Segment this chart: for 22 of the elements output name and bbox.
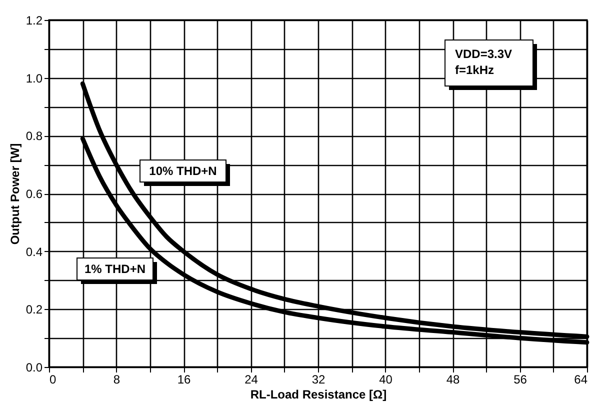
x-tick-label: 56 xyxy=(514,372,528,386)
y-tick-label: 1.2 xyxy=(26,14,43,28)
x-tick-label: 24 xyxy=(244,372,258,386)
series-label: 1% THD+N xyxy=(84,262,146,276)
x-tick-label: 32 xyxy=(312,372,326,386)
y-axis-title: Output Power [W] xyxy=(8,143,22,245)
y-tick-label: 0.0 xyxy=(26,360,43,374)
x-tick-label: 40 xyxy=(379,372,393,386)
y-tick-label: 0.8 xyxy=(26,129,43,144)
x-tick-label: 16 xyxy=(177,372,191,386)
y-tick-label: 0.2 xyxy=(26,302,43,317)
x-tick-label: 0 xyxy=(50,372,56,386)
x-tick-label: 48 xyxy=(446,372,460,386)
series-label: 10% THD+N xyxy=(149,164,217,178)
y-tick-label: 0.4 xyxy=(26,244,43,259)
annotation: VDD=3.3V xyxy=(455,47,512,61)
annotation: f=1kHz xyxy=(455,63,494,77)
x-tick-label: 64 xyxy=(574,372,588,386)
x-tick-label: 8 xyxy=(113,372,120,386)
y-tick-label: 0.6 xyxy=(26,187,43,201)
y-tick-label: 1.0 xyxy=(26,71,43,86)
x-axis-title: RL-Load Resistance [Ω] xyxy=(250,388,387,402)
